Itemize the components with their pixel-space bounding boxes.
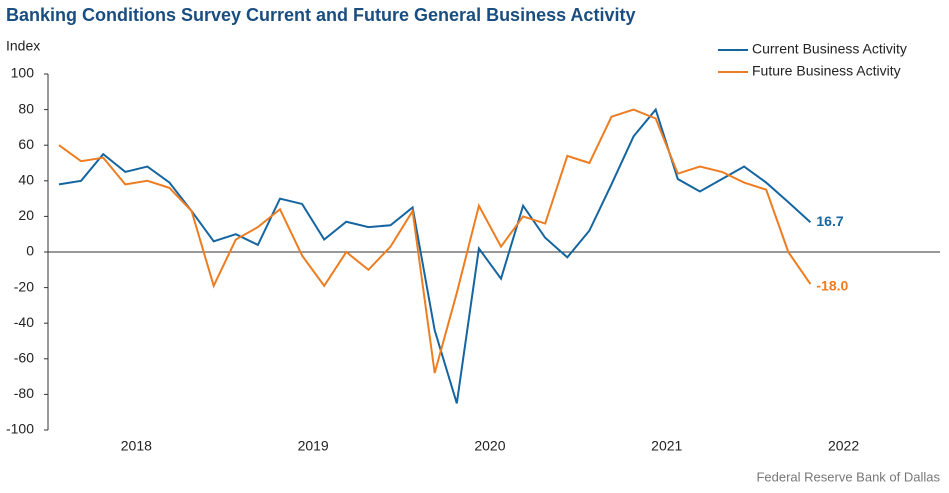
y-tick-label: -60 <box>14 350 34 366</box>
y-tick-label: -40 <box>14 314 34 330</box>
x-tick-label: 2021 <box>651 438 682 454</box>
legend-label: Current Business Activity <box>752 41 907 57</box>
end-label: -18.0 <box>816 278 848 294</box>
y-tick-label: -20 <box>14 278 34 294</box>
y-tick-label: -80 <box>14 385 34 401</box>
y-axis-label: Index <box>6 38 40 54</box>
y-tick-label: 100 <box>11 65 35 81</box>
chart-title: Banking Conditions Survey Current and Fu… <box>6 5 635 25</box>
line-series <box>58 108 812 374</box>
x-tick-label: 2022 <box>828 438 859 454</box>
y-tick-label: 20 <box>18 207 34 223</box>
y-tick-label: 80 <box>18 100 34 116</box>
y-tick-label: -100 <box>6 421 34 437</box>
line-series <box>58 107 812 404</box>
source: Federal Reserve Bank of Dallas <box>756 469 940 484</box>
y-tick-label: 40 <box>18 172 34 188</box>
y-tick-label: 0 <box>26 243 34 259</box>
x-tick-label: 2020 <box>474 438 505 454</box>
legend-label: Future Business Activity <box>752 63 901 79</box>
end-label: 16.7 <box>816 213 843 229</box>
x-tick-label: 2019 <box>298 438 329 454</box>
y-tick-label: 60 <box>18 136 34 152</box>
x-tick-label: 2018 <box>121 438 152 454</box>
